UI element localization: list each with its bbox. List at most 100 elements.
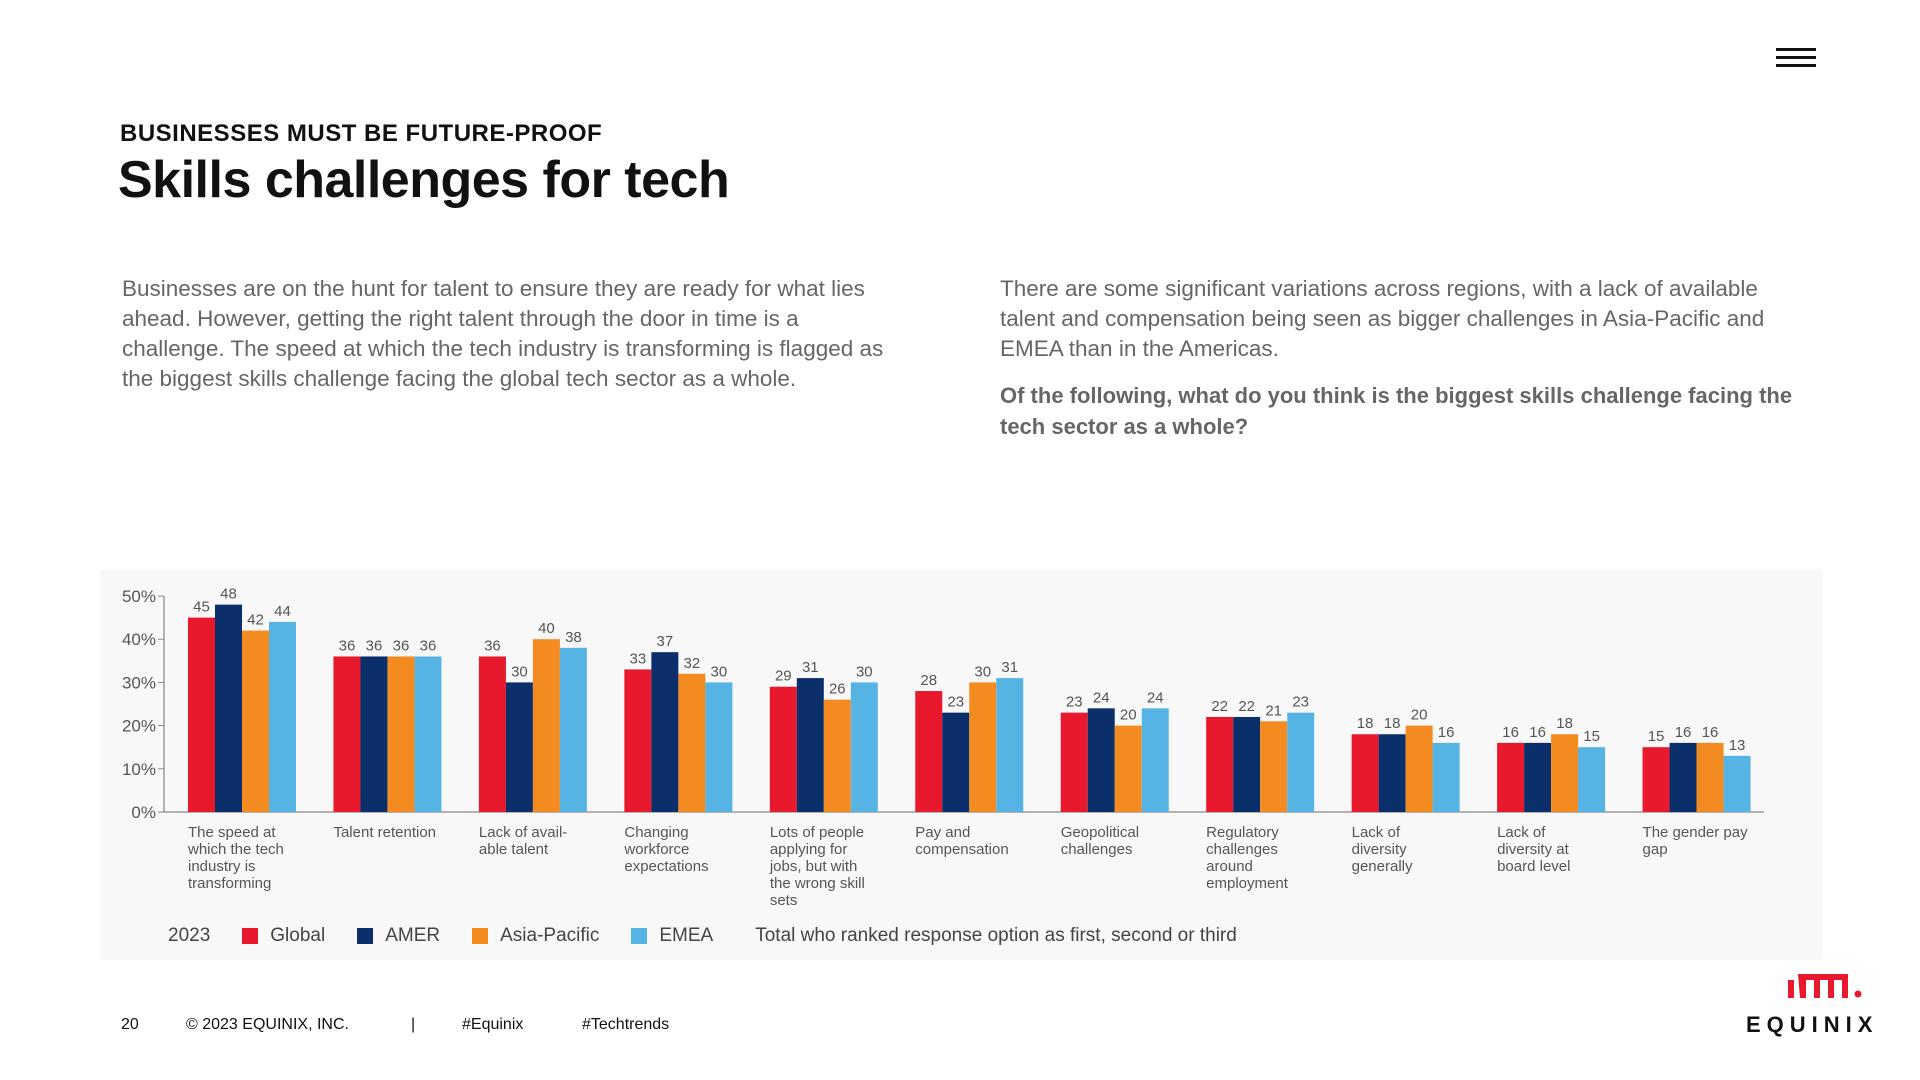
bar-value-label: 30 xyxy=(974,663,991,680)
bar xyxy=(1378,734,1406,812)
y-tick-label: 10% xyxy=(122,760,156,779)
bar-value-label: 38 xyxy=(565,629,582,646)
bar-value-label: 48 xyxy=(220,586,237,603)
bar xyxy=(678,673,706,812)
legend-swatch-global xyxy=(242,928,259,944)
bar-value-label: 28 xyxy=(920,672,937,689)
page-title: Skills challenges for tech xyxy=(118,151,730,209)
bar-value-label: 15 xyxy=(1648,728,1665,745)
bar xyxy=(1351,734,1379,812)
bar-value-label: 20 xyxy=(1120,707,1137,724)
bar xyxy=(705,682,733,812)
x-category-label: Lack of diversity at board level xyxy=(1497,824,1570,875)
equinix-wordmark: EQUINIX xyxy=(1746,1012,1879,1037)
x-category-label: Changing workforce expectations xyxy=(623,824,708,875)
bar-value-label: 31 xyxy=(802,659,819,676)
legend-item-emea: EMEA xyxy=(631,925,713,947)
bar xyxy=(333,656,361,812)
bar-value-label: 26 xyxy=(829,681,846,698)
y-tick-label: 50% xyxy=(122,587,156,606)
bar xyxy=(1669,742,1697,812)
chart-legend: 2023 Global AMER Asia-Pacific EMEA Total… xyxy=(168,922,1237,950)
hashtag-techtrends-link[interactable]: #Techtrends xyxy=(582,1016,670,1033)
hashtag-equinix-link[interactable]: #Equinix xyxy=(462,1016,524,1033)
bar xyxy=(1141,708,1169,812)
intro-paragraph-left: Businesses are on the hunt for talent to… xyxy=(122,276,884,391)
x-category-label: Lack of avail-able talent xyxy=(479,824,567,858)
bar xyxy=(996,678,1024,812)
bar-value-label: 33 xyxy=(630,650,647,667)
bar-value-label: 36 xyxy=(339,637,356,654)
bar xyxy=(188,617,215,812)
bar xyxy=(532,639,560,812)
bar xyxy=(969,682,997,812)
bar-value-label: 13 xyxy=(1729,737,1746,754)
bar xyxy=(1260,721,1288,812)
bar xyxy=(915,691,943,812)
legend-label-asia-pacific: Asia-Pacific xyxy=(500,925,600,946)
bar-value-label: 22 xyxy=(1211,698,1228,715)
bar-value-label: 36 xyxy=(420,637,437,654)
bar xyxy=(796,678,824,812)
x-category-label: Pay and compensation xyxy=(915,824,1008,858)
section-kicker: BUSINESSES MUST BE FUTURE-PROOF xyxy=(120,120,603,147)
bar-value-label: 45 xyxy=(193,599,210,616)
bar-value-label: 18 xyxy=(1384,715,1401,732)
bar xyxy=(215,604,242,812)
bar xyxy=(1642,747,1670,812)
bar xyxy=(269,621,296,812)
bar xyxy=(505,682,533,812)
bar xyxy=(1551,734,1579,812)
bar-value-label: 32 xyxy=(684,655,701,672)
bar-value-label: 31 xyxy=(1001,659,1018,676)
bar-value-label: 15 xyxy=(1583,728,1600,745)
bar xyxy=(823,699,851,812)
bar xyxy=(769,686,797,812)
bar xyxy=(850,682,878,812)
bar-value-label: 24 xyxy=(1093,689,1110,706)
bar-value-label: 36 xyxy=(393,637,410,654)
bar-value-label: 16 xyxy=(1502,724,1519,741)
bar-value-label: 16 xyxy=(1438,724,1455,741)
x-category-label: Lack of diversity generally xyxy=(1352,824,1413,875)
bar xyxy=(1233,716,1261,812)
bar-value-label: 36 xyxy=(484,637,501,654)
bar xyxy=(651,652,679,812)
bar-value-label: 37 xyxy=(657,633,674,650)
hamburger-menu-icon[interactable] xyxy=(1776,48,1816,72)
y-tick-label: 40% xyxy=(122,630,156,649)
y-tick-label: 20% xyxy=(122,717,156,736)
bar xyxy=(1723,755,1751,812)
bar xyxy=(478,656,506,812)
bar-value-label: 42 xyxy=(247,612,264,629)
bar xyxy=(1696,742,1724,812)
bar-value-label: 23 xyxy=(1066,694,1083,711)
bar xyxy=(1287,712,1315,812)
y-tick-label: 30% xyxy=(122,673,156,692)
bar-value-label: 29 xyxy=(775,668,792,685)
x-category-label: Regulatory challenges around employment xyxy=(1206,824,1289,892)
bar-value-label: 16 xyxy=(1529,724,1546,741)
bar xyxy=(242,630,269,812)
legend-item-amer: AMER xyxy=(357,925,440,947)
bar xyxy=(1524,742,1552,812)
x-category-label: Geopolitical challenges xyxy=(1061,824,1139,858)
bar-value-label: 18 xyxy=(1556,715,1573,732)
legend-label-emea: EMEA xyxy=(659,925,714,946)
bar xyxy=(624,669,652,812)
legend-swatch-amer xyxy=(357,928,374,944)
y-tick-label: 0% xyxy=(131,803,156,822)
legend-item-global: Global xyxy=(242,925,325,947)
bar-value-label: 23 xyxy=(1292,694,1309,711)
bar-value-label: 23 xyxy=(947,694,964,711)
bar-value-label: 18 xyxy=(1357,715,1374,732)
x-category-label: Lots of people applying for jobs, but with… xyxy=(769,824,865,909)
bar xyxy=(1206,716,1234,812)
copyright: © 2023 EQUINIX, INC. xyxy=(186,1016,349,1033)
bar-value-label: 36 xyxy=(366,637,383,654)
page-number: 20 xyxy=(121,1016,139,1033)
bar-value-label: 30 xyxy=(511,663,528,680)
bar xyxy=(559,647,587,812)
bar xyxy=(360,656,388,812)
